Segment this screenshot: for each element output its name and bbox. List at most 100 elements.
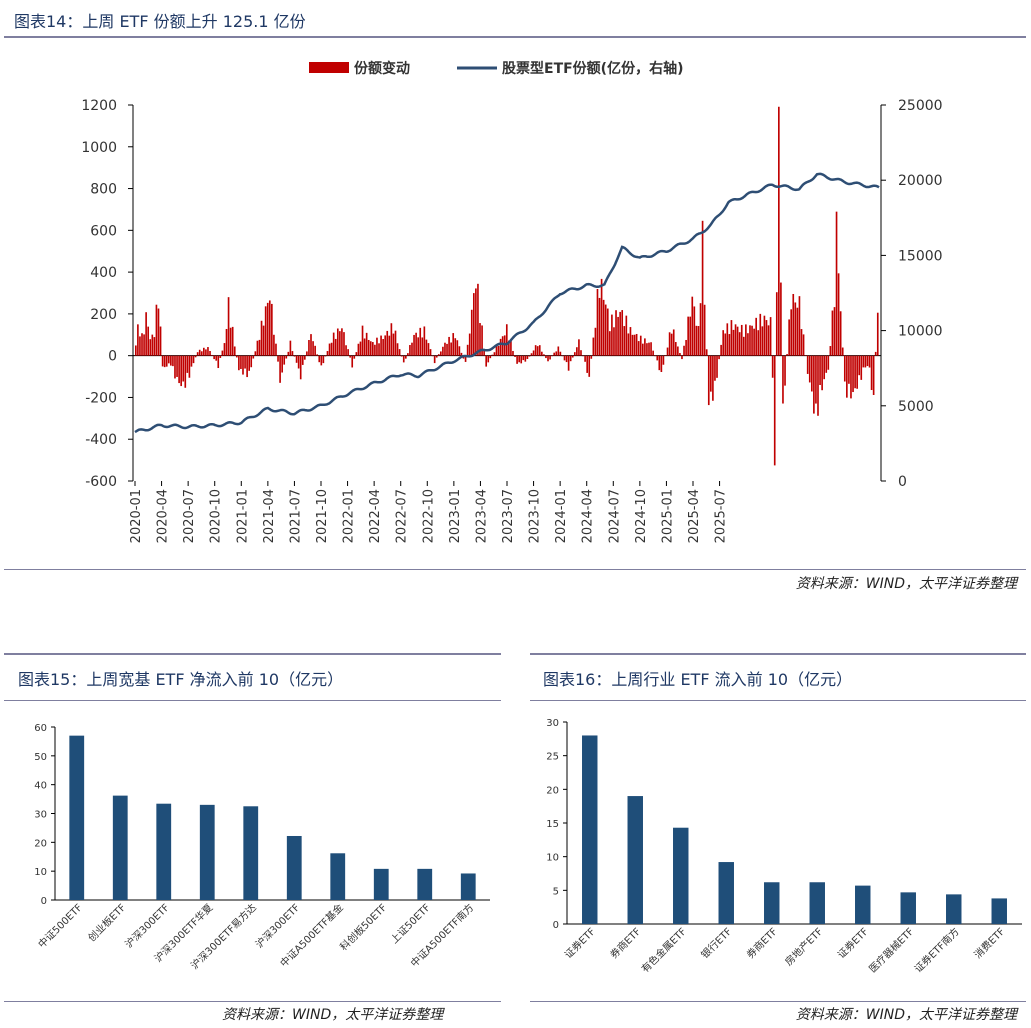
share-change-bar: [858, 355, 861, 376]
share-change-bar: [497, 345, 500, 356]
share-change-bar: [679, 353, 681, 356]
share-change-bar: [668, 332, 671, 356]
share-change-bar: [782, 355, 784, 404]
share-change-bar: [862, 355, 865, 368]
share-change-bar: [475, 288, 477, 356]
share-change-bar: [689, 316, 692, 356]
share-change-bar: [139, 336, 141, 356]
y-tick-label: 5: [553, 886, 559, 897]
share-change-bar: [588, 355, 591, 377]
x-tick-label: 2021-07: [288, 489, 303, 543]
x-tick-label: 2023-01: [448, 489, 463, 543]
y-left-tick-label: 400: [90, 265, 117, 281]
share-change-bar: [629, 327, 632, 356]
share-change-bar: [724, 333, 727, 356]
share-change-bar: [522, 355, 525, 361]
category-label: 银行ETF: [698, 925, 734, 961]
legend-bar-label: 份额变动: [354, 60, 410, 77]
share-change-bar: [190, 355, 193, 367]
share-change-bar: [586, 355, 588, 373]
share-change-bar: [372, 342, 374, 356]
x-tick-label: 2024-07: [607, 489, 622, 543]
legend-bar-swatch: [309, 62, 349, 73]
share-change-bar: [716, 355, 718, 378]
share-change-bar: [390, 323, 393, 356]
bar: [627, 796, 643, 924]
share-change-bar: [361, 325, 364, 356]
share-change-bar: [334, 338, 337, 356]
share-change-bar: [672, 329, 675, 356]
share-change-bar: [485, 355, 488, 367]
share-change-bar: [541, 351, 543, 356]
share-change-bar: [254, 351, 257, 356]
share-change-bar: [365, 332, 368, 356]
category-label: 消费ETF: [971, 925, 1007, 961]
share-change-bar: [491, 354, 494, 356]
x-tick-label: 2020-10: [209, 489, 224, 543]
share-change-bar: [357, 343, 360, 356]
share-change-bar: [477, 283, 479, 356]
share-change-bar: [788, 319, 790, 356]
share-change-bar: [413, 334, 415, 356]
x-tick-label: 2022-01: [342, 489, 357, 543]
share-change-bar: [380, 335, 382, 356]
share-change-bar: [555, 351, 558, 356]
share-change-bar: [501, 336, 504, 356]
share-change-bar: [767, 325, 770, 356]
share-change-bar: [466, 344, 469, 356]
share-change-bar: [400, 355, 403, 357]
share-change-bar: [421, 337, 424, 356]
category-label: 房地产ETF: [782, 925, 825, 968]
share-change-bar: [839, 311, 842, 356]
share-change-bar: [613, 327, 615, 356]
share-change-bar: [866, 355, 869, 367]
share-change-bar: [273, 334, 275, 356]
y-tick-label: 15: [546, 819, 559, 830]
bar: [991, 898, 1007, 924]
share-change-bar: [240, 355, 242, 369]
share-change-bar: [458, 346, 461, 356]
share-change-bar: [266, 302, 269, 356]
share-change-bar: [489, 355, 492, 359]
share-change-bar: [796, 307, 799, 356]
share-change-bar: [487, 355, 490, 363]
x-tick-label: 2023-10: [528, 489, 543, 543]
share-change-bar: [289, 340, 292, 356]
share-change-bar: [547, 355, 549, 362]
share-change-bar: [287, 351, 290, 356]
share-change-bar: [180, 355, 182, 387]
share-change-bar: [303, 355, 306, 360]
category-label: 有色金属ETF: [639, 925, 690, 976]
share-change-bar: [633, 334, 636, 356]
share-change-bar: [479, 323, 481, 356]
share-change-bar: [330, 342, 333, 356]
share-change-bar: [852, 355, 854, 393]
x-tick-label: 2024-04: [581, 489, 596, 543]
share-change-bar: [382, 339, 384, 356]
share-change-bar: [437, 354, 440, 356]
bar: [373, 868, 389, 900]
share-change-bar: [660, 355, 663, 373]
share-change-bar: [650, 342, 652, 356]
share-change-bar: [792, 293, 795, 356]
share-change-bar: [674, 342, 677, 356]
share-change-bar: [538, 345, 541, 356]
share-change-bar: [250, 355, 253, 368]
fig16-title: 图表16：上周行业 ETF 流入前 10（亿元）: [543, 670, 853, 689]
share-change-bar: [703, 304, 706, 356]
share-change-bar: [425, 339, 428, 356]
share-change-bar: [658, 355, 661, 371]
share-change-bar: [433, 355, 436, 364]
share-change-bar: [775, 292, 778, 356]
share-change-bar: [514, 355, 516, 358]
share-change-bar: [701, 220, 704, 356]
share-change-bar: [714, 355, 716, 381]
share-change-bar: [238, 355, 240, 371]
bar: [330, 853, 346, 900]
share-change-bar: [213, 355, 215, 360]
share-change-bar: [600, 278, 603, 356]
share-change-bar: [339, 331, 341, 356]
share-change-bar: [355, 352, 358, 356]
share-change-bar: [635, 333, 638, 356]
y-tick-label: 25: [546, 752, 559, 763]
